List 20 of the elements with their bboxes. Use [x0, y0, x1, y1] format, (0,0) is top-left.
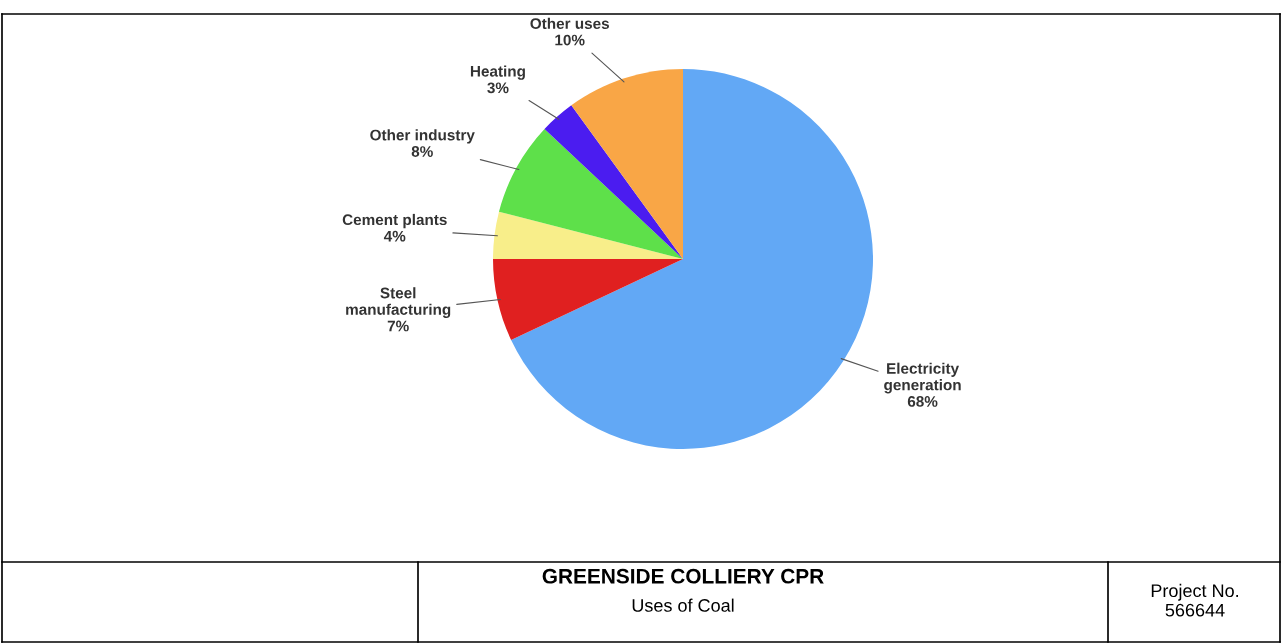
- text: GREENSIDE COLLIERY CPR: [542, 568, 824, 584]
- data-label: 3%: [487, 82, 509, 94]
- pie-slice: [498, 128, 683, 259]
- slice-label: Electricity generation: [884, 362, 961, 394]
- data-label: 10%: [555, 34, 585, 46]
- slice-label: Other industry: [370, 129, 475, 144]
- pie-slice: [493, 259, 683, 340]
- text: Uses of Coal: [632, 598, 734, 612]
- data-label: 4%: [383, 230, 406, 242]
- text: Project No. 566644: [1151, 583, 1239, 617]
- data-label: 7%: [387, 320, 409, 332]
- pie-slice: [571, 69, 683, 259]
- pie-slice: [544, 105, 683, 259]
- slice-label: Other uses: [530, 17, 609, 29]
- slice-label: Cement plants: [342, 213, 447, 229]
- data-label: 68%: [907, 396, 938, 407]
- pie-slice: [493, 211, 683, 259]
- slice-label: Steel manufacturing: [346, 287, 451, 318]
- slice-label: Heating: [470, 65, 525, 80]
- data-label: 8%: [411, 146, 433, 157]
